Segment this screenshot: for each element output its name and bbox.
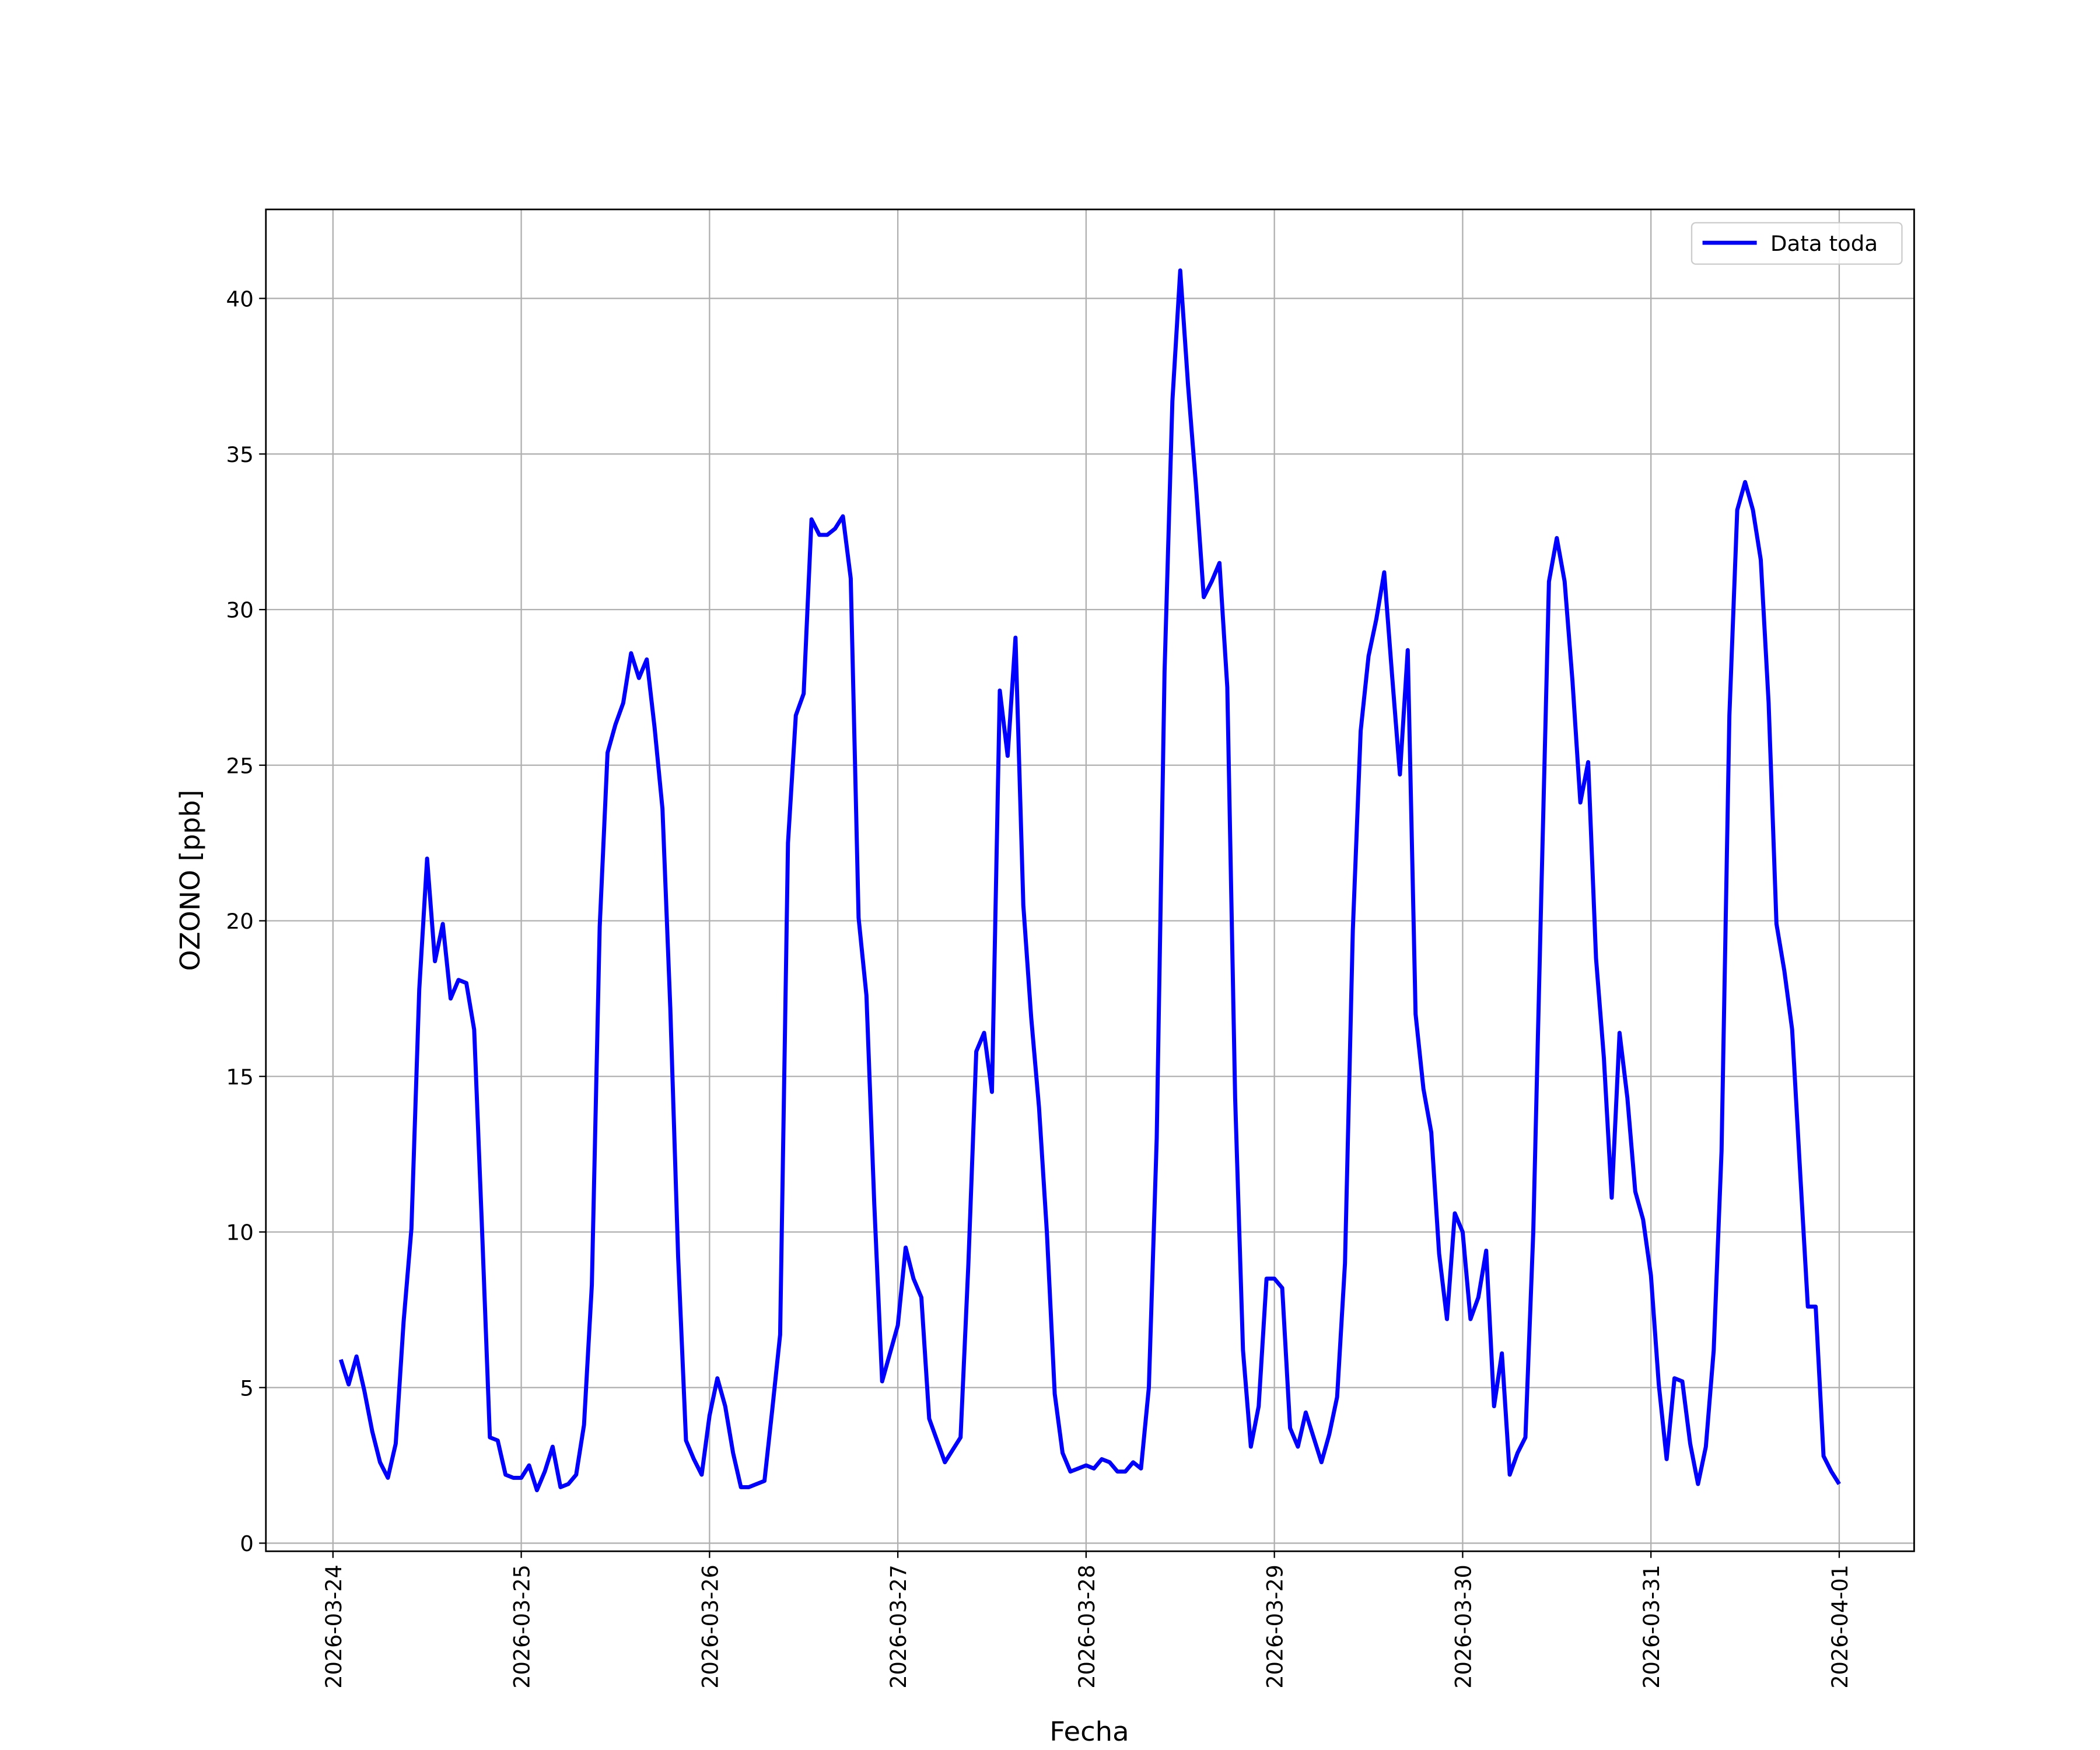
y-tick-label: 30 <box>226 598 254 623</box>
y-tick-label: 15 <box>226 1065 254 1090</box>
x-tick-label: 2026-03-30 <box>1451 1564 1476 1688</box>
y-tick-label: 0 <box>240 1531 254 1556</box>
x-axis-label: Fecha <box>1049 1716 1129 1747</box>
x-tick-label: 2026-03-24 <box>321 1564 346 1688</box>
y-tick-label: 5 <box>240 1376 254 1401</box>
legend-label: Data toda <box>1770 231 1878 256</box>
y-tick-label: 35 <box>226 442 254 467</box>
y-axis-label: OZONO [ppb] <box>174 790 205 971</box>
x-tick-label: 2026-03-31 <box>1639 1564 1664 1688</box>
x-tick-label: 2026-03-27 <box>886 1564 911 1688</box>
y-tick-label: 20 <box>226 909 254 935</box>
x-tick-label: 2026-03-29 <box>1262 1564 1287 1688</box>
legend-box <box>1690 222 1903 265</box>
data-line <box>338 268 1841 1493</box>
x-tick-label: 2026-03-28 <box>1074 1564 1100 1688</box>
y-tick-label: 25 <box>226 754 254 779</box>
x-tick-label: 2026-04-01 <box>1828 1564 1853 1688</box>
x-tick-label: 2026-03-25 <box>509 1564 534 1688</box>
y-tick-label: 40 <box>226 287 254 312</box>
plot-frame <box>265 208 1915 1552</box>
y-tick-label: 10 <box>226 1220 254 1245</box>
x-tick-label: 2026-03-26 <box>698 1564 723 1688</box>
